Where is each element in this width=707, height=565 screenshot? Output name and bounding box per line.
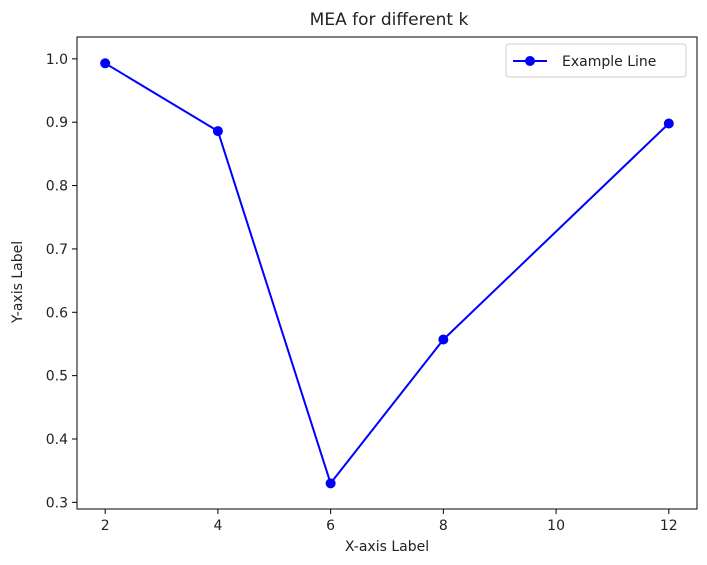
y-tick-label: 0.8 <box>46 179 68 195</box>
y-axis-ticks: 0.3 0.4 0.5 0.6 0.7 0.8 0.9 1.0 <box>46 52 77 511</box>
y-axis-label: Y-axis Label <box>10 241 26 324</box>
x-tick-label: 2 <box>101 518 110 534</box>
data-point <box>325 478 336 489</box>
chart-title: MEA for different k <box>310 10 469 30</box>
series-line <box>104 62 670 485</box>
y-tick-label: 0.7 <box>46 242 68 258</box>
x-axis-label: X-axis Label <box>345 539 429 555</box>
y-tick-label: 1.0 <box>46 52 68 68</box>
y-tick-label: 0.9 <box>46 115 68 131</box>
data-point <box>100 58 111 69</box>
x-axis-ticks: 2 4 6 8 10 12 <box>101 509 678 534</box>
y-tick-label: 0.4 <box>46 432 68 448</box>
data-point <box>212 126 223 137</box>
x-tick-label: 4 <box>213 518 222 534</box>
y-tick-label: 0.6 <box>46 305 68 321</box>
x-tick-label: 10 <box>547 518 565 534</box>
y-tick-label: 0.3 <box>46 495 68 511</box>
x-tick-label: 6 <box>326 518 335 534</box>
data-point <box>663 118 674 129</box>
x-tick-label: 8 <box>439 518 448 534</box>
legend-label: Example Line <box>562 54 656 70</box>
x-tick-label: 12 <box>660 518 678 534</box>
legend-box <box>505 43 687 78</box>
plot-frame <box>76 36 698 510</box>
data-point <box>438 334 449 345</box>
legend: Example Line <box>505 43 687 78</box>
series-layer <box>100 58 674 489</box>
y-tick-label: 0.5 <box>46 369 68 385</box>
legend-marker <box>525 56 535 66</box>
